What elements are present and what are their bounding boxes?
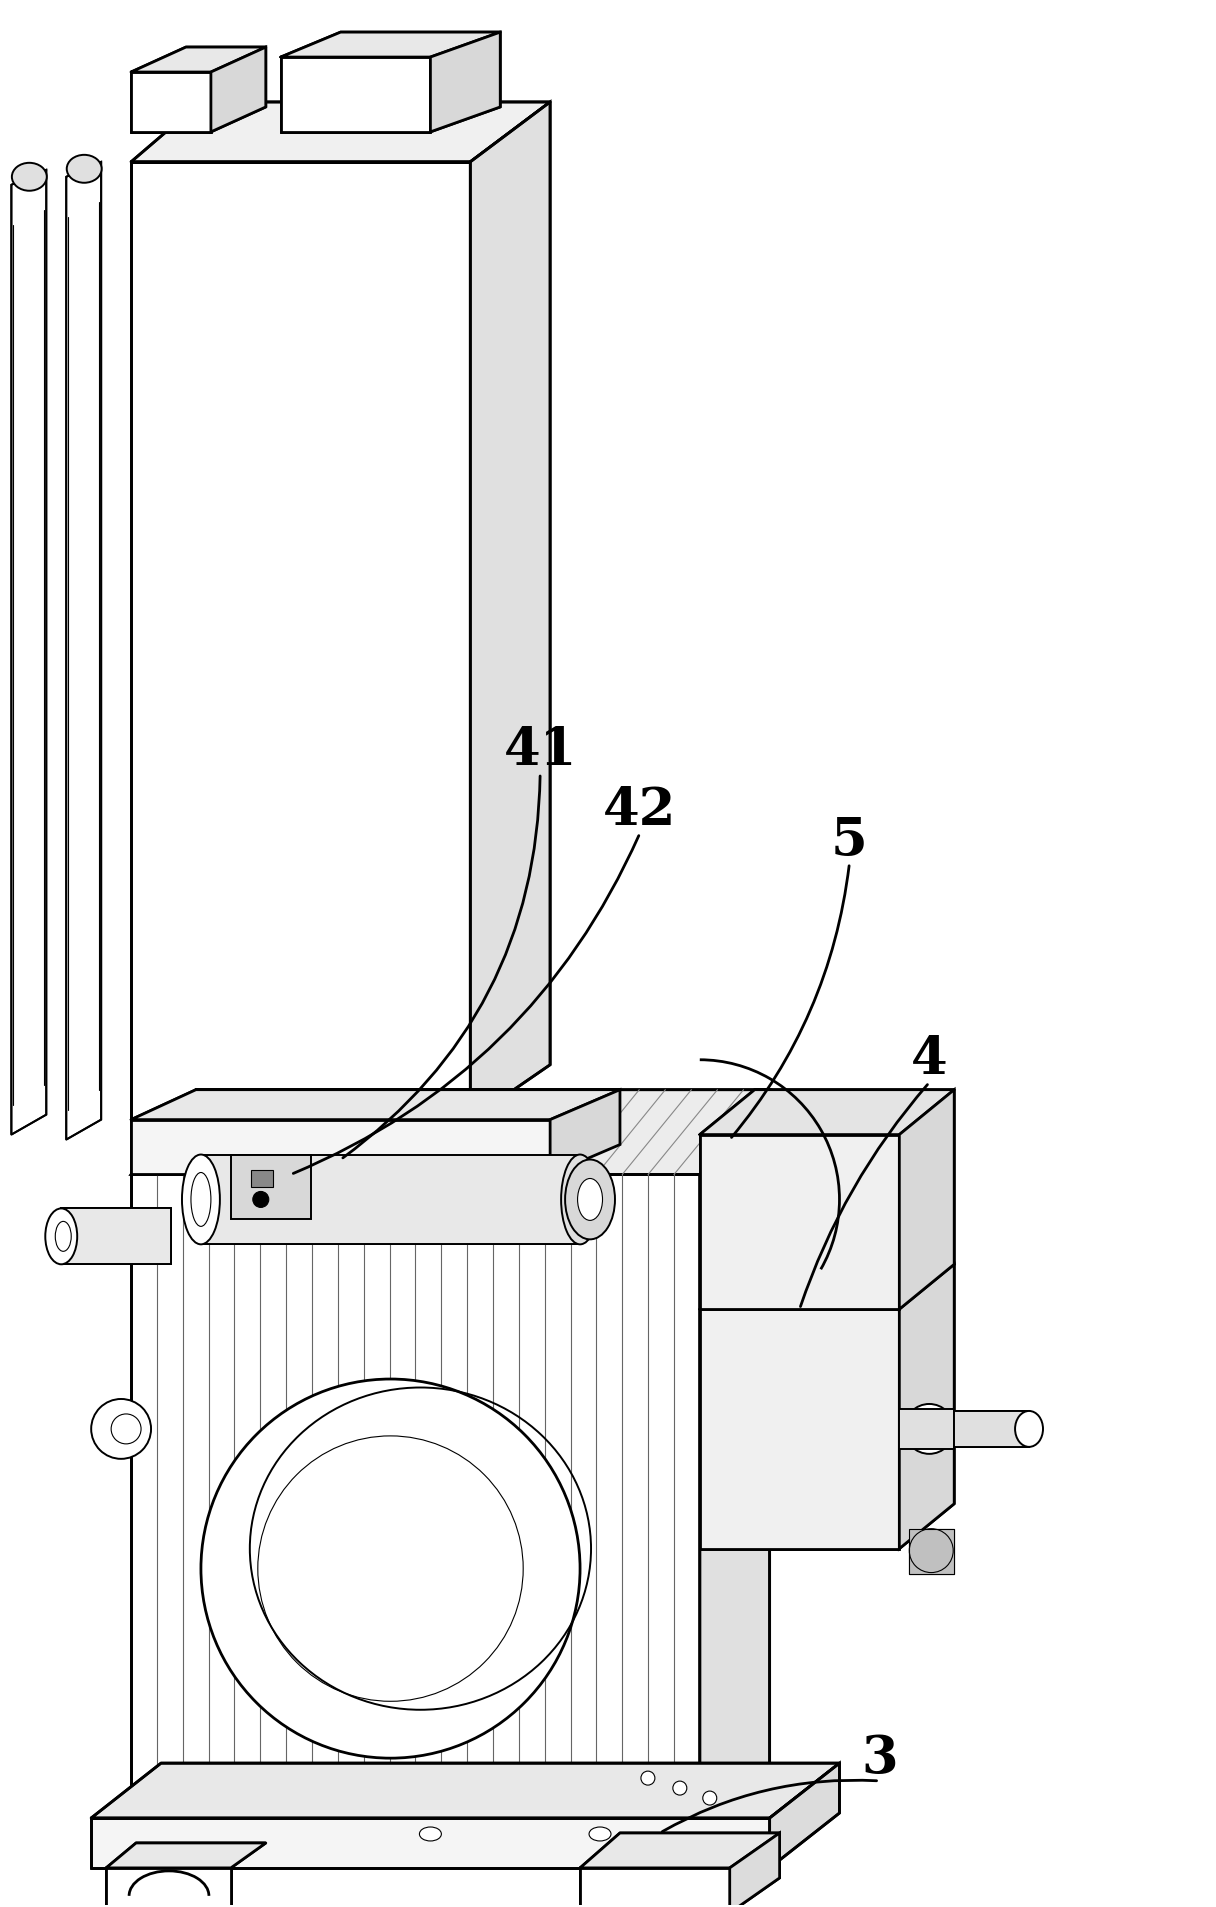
Ellipse shape [561,1154,599,1245]
Polygon shape [231,1154,310,1219]
Polygon shape [131,1119,550,1175]
Text: 4: 4 [911,1034,947,1085]
Polygon shape [131,101,550,162]
Ellipse shape [253,1192,269,1207]
Polygon shape [699,1135,900,1310]
Polygon shape [900,1089,955,1310]
Text: 3: 3 [861,1733,897,1783]
Polygon shape [955,1411,1029,1447]
Polygon shape [131,48,266,72]
Ellipse shape [641,1772,655,1785]
Text: 42: 42 [603,786,676,835]
Polygon shape [61,1209,171,1264]
Polygon shape [699,1264,955,1310]
Polygon shape [66,162,101,1140]
Polygon shape [699,1089,770,1817]
Polygon shape [580,1833,779,1867]
Polygon shape [770,1764,839,1867]
Polygon shape [471,101,550,1119]
Ellipse shape [703,1791,716,1806]
Polygon shape [699,1310,900,1548]
Ellipse shape [905,1404,955,1453]
Polygon shape [131,162,471,1119]
Ellipse shape [420,1827,441,1840]
Text: 5: 5 [831,814,868,866]
Polygon shape [210,48,266,132]
Polygon shape [699,1089,955,1135]
Ellipse shape [182,1154,220,1245]
Polygon shape [281,57,430,132]
Polygon shape [730,1833,779,1907]
Text: 41: 41 [503,725,576,776]
Bar [250,1169,272,1188]
Polygon shape [910,1529,955,1573]
Polygon shape [91,1817,770,1867]
Ellipse shape [578,1179,602,1220]
Polygon shape [11,170,46,1135]
Ellipse shape [589,1827,610,1840]
Ellipse shape [12,162,46,191]
Polygon shape [430,32,500,132]
Polygon shape [201,1154,580,1245]
Ellipse shape [672,1781,687,1794]
Polygon shape [106,1867,231,1907]
Polygon shape [550,1089,620,1175]
Polygon shape [106,1842,266,1867]
Polygon shape [580,1867,730,1907]
Ellipse shape [45,1209,77,1264]
Ellipse shape [565,1159,615,1240]
Ellipse shape [67,154,102,183]
Ellipse shape [1015,1411,1043,1447]
Polygon shape [900,1409,955,1449]
Ellipse shape [201,1379,580,1758]
Polygon shape [131,1089,620,1119]
Polygon shape [131,1175,699,1817]
Polygon shape [131,1089,770,1175]
Ellipse shape [91,1400,151,1459]
Polygon shape [281,32,500,57]
Polygon shape [131,72,210,132]
Polygon shape [91,1764,839,1817]
Polygon shape [900,1264,955,1548]
